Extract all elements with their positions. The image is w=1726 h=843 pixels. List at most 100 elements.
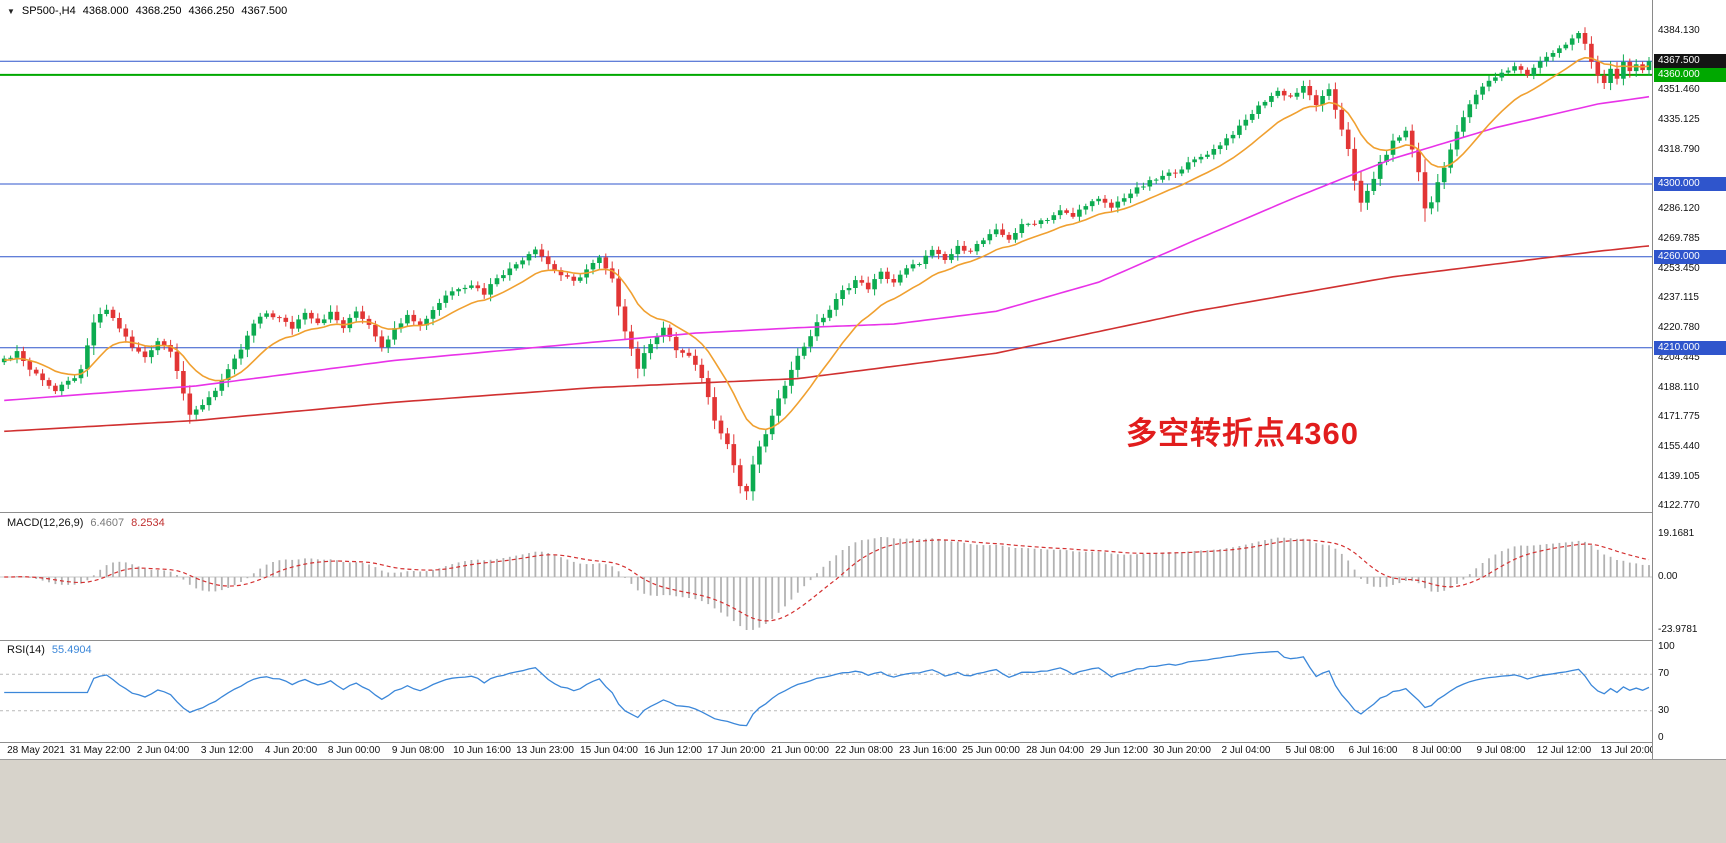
candle [1160,175,1165,180]
candle [225,369,231,381]
candle [718,420,724,434]
price-level-box[interactable]: 4210.000 [1654,341,1726,355]
price-axis[interactable]: 4384.130 4351.460 4335.125 4318.790 4286.120… [1652,0,1726,759]
candle [1326,89,1332,96]
macd-indicator-label: MACD(12,26,9) 6.4607 8.2534 [7,517,165,529]
candle [1281,90,1287,96]
candle [725,433,730,445]
candles [1,27,1652,501]
price-tick-label: 4204.445 [1658,352,1700,363]
candle [1,358,7,363]
candle [974,244,980,252]
candle [257,316,263,324]
candle [1461,117,1466,132]
candle [673,336,679,351]
candle [398,323,404,329]
candle [309,312,314,319]
candle [763,434,769,447]
candle [705,378,711,398]
candle [379,336,385,348]
candle [353,311,359,318]
price-level-box[interactable]: 4367.500 [1654,54,1726,68]
candle [321,319,327,324]
candle [59,384,65,392]
candle [795,355,801,370]
time-tick-label: 31 May 22:00 [69,745,131,756]
candle [1038,220,1044,224]
candle [1390,140,1396,155]
collapse-expand-icon[interactable]: ▼ [7,6,15,16]
candle [264,313,269,317]
macd-signal-line [4,539,1650,622]
rsi-value: 55.4904 [51,644,92,656]
candle [1256,105,1261,114]
time-tick-label: 13 Jul 20:00 [1600,745,1656,756]
candle [1192,159,1197,163]
candle [1614,68,1620,79]
rsi-indicator-label: RSI(14) 55.4904 [7,644,92,656]
candle [1141,186,1146,188]
price-tick-label: 4384.130 [1658,25,1700,36]
candle [136,347,141,352]
candle [949,254,954,260]
candle [405,314,410,324]
candle [712,397,717,421]
candle [123,328,129,337]
candle [65,380,71,385]
candle [821,317,826,323]
candle [1595,61,1601,76]
candle [161,341,167,345]
candle [1320,96,1325,106]
panel-separator[interactable] [0,512,1726,513]
candle [1525,69,1530,76]
candle [1173,172,1178,174]
candle [289,321,295,329]
time-axis[interactable]: 28 May 2021 31 May 22:00 2 Jun 04:00 3 Jun … [0,742,1655,759]
time-tick-label: 15 Jun 04:00 [580,745,638,756]
candle [1237,125,1242,135]
candle [744,486,749,492]
candle [424,318,429,326]
candle [1409,130,1415,150]
horizontal-level-lines[interactable] [0,60,1652,349]
price-level-box[interactable]: 4360.000 [1654,68,1726,82]
candle [1230,134,1236,139]
candle [1185,162,1191,170]
candle [1384,154,1389,162]
candle [558,270,564,276]
candle [1128,193,1133,199]
time-tick-label: 9 Jun 08:00 [391,745,445,756]
candle [206,397,212,406]
candle [443,295,449,303]
candle [904,268,909,275]
candle [942,254,948,260]
time-tick-label: 21 Jun 00:00 [771,745,829,756]
candle [1467,104,1473,118]
price-level-box[interactable]: 4300.000 [1654,177,1726,191]
candle [565,275,570,277]
candle [8,357,13,359]
candle [1518,66,1524,70]
ma-slow-line [4,245,1650,433]
ohlc-high-value: 4368.250 [135,5,182,17]
candle [1512,66,1517,71]
rsi-canvas[interactable] [0,641,1652,742]
macd-canvas[interactable] [0,513,1652,640]
candle [1416,149,1421,173]
candle [417,321,423,326]
candle [251,323,257,336]
candle [846,288,852,291]
candle [1025,223,1031,225]
price-level-box[interactable]: 4260.000 [1654,250,1726,264]
price-tick-label: 4351.460 [1658,84,1700,95]
panel-separator[interactable] [0,640,1726,641]
price-chart-canvas[interactable] [0,0,1652,512]
candle [923,255,929,264]
candle [334,311,340,321]
time-tick-label: 13 Jun 23:00 [516,745,574,756]
candle [1211,149,1217,155]
annotation-text[interactable]: 多空转折点4360 [1126,416,1359,451]
candle [142,351,148,358]
candle [878,271,884,279]
candle [193,409,199,415]
